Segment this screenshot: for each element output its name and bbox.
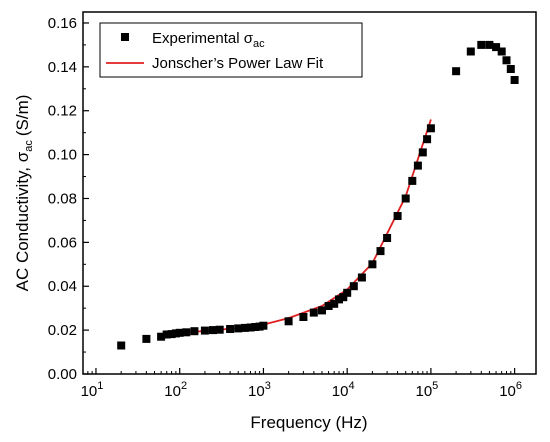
data-point-marker: [485, 40, 494, 49]
fit-line: [161, 119, 432, 336]
data-point-marker: [502, 56, 511, 65]
data-point-marker: [413, 161, 422, 170]
data-point-marker: [497, 47, 506, 56]
data-point-marker: [383, 234, 392, 242]
y-tick-label: 0.02: [48, 322, 77, 339]
data-point-marker: [510, 76, 519, 84]
data-point-marker: [190, 327, 199, 336]
y-tick-label: 0.00: [48, 366, 77, 383]
y-tick-label: 0.14: [48, 59, 77, 76]
data-point-marker: [318, 306, 326, 315]
data-point-marker: [142, 334, 151, 343]
x-tick-label-base: 10: [248, 383, 265, 400]
x-tick-label-exp: 4: [348, 380, 354, 392]
data-point-marker: [234, 324, 243, 333]
legend-label-experimental-sub: ac: [253, 38, 265, 50]
y-tick-label: 0.10: [48, 147, 77, 164]
y-axis-title-main: AC Conductivity, σ: [13, 151, 32, 291]
legend-label-experimental: Experimental σac: [152, 30, 265, 50]
x-tick-label-exp: 1: [97, 380, 103, 392]
legend: Experimental σac Jonscher’s Power Law Fi…: [99, 22, 363, 78]
data-point-marker: [393, 212, 402, 220]
x-tick-label-exp: 3: [265, 380, 271, 392]
data-point-marker: [324, 302, 333, 310]
x-axis-ticks: 101 102 103 104 105 106: [81, 368, 522, 400]
data-point-marker: [368, 260, 377, 269]
data-point-marker: [175, 328, 184, 337]
y-tick-label: 0.12: [48, 103, 77, 120]
x-tick-label-exp: 6: [516, 380, 522, 392]
legend-marker-experimental: [121, 33, 129, 41]
x-tick-label: 101: [81, 380, 104, 400]
data-point-marker: [339, 293, 348, 302]
data-point-marker: [343, 288, 352, 297]
data-point-marker: [492, 43, 501, 52]
data-point-marker: [335, 295, 343, 304]
data-point-marker: [259, 321, 268, 330]
data-point-marker: [309, 308, 318, 317]
x-axis-title: Frequency (Hz): [250, 413, 367, 432]
data-point-marker: [357, 273, 366, 282]
data-point-marker: [226, 325, 235, 333]
y-axis-ticks: 0.00 0.02 0.04 0.06 0.08 0.10 0.12 0.14 0.16: [48, 15, 89, 383]
data-point-marker: [157, 332, 166, 341]
data-point-marker: [477, 40, 486, 49]
data-point-marker: [299, 313, 308, 321]
data-point-marker: [426, 124, 435, 133]
y-axis-title: AC Conductivity, σac (S/m): [13, 95, 35, 292]
data-point-marker: [466, 47, 475, 56]
data-point-marker: [182, 328, 191, 337]
y-axis-title-unit: (S/m): [13, 95, 32, 137]
legend-frame: [99, 22, 363, 78]
x-tick-label-exp: 2: [181, 380, 187, 392]
x-tick-label-base: 10: [499, 383, 516, 400]
data-point-marker: [349, 282, 358, 291]
data-point-marker: [401, 194, 410, 203]
data-point-marker: [240, 323, 249, 332]
data-point-marker: [418, 148, 427, 157]
x-tick-label-base: 10: [332, 383, 349, 400]
data-point-marker: [200, 326, 209, 335]
x-tick-label-base: 10: [164, 383, 181, 400]
x-tick-label-base: 10: [415, 383, 432, 400]
legend-label-experimental-main: Experimental σ: [152, 30, 254, 47]
plot-frame: [82, 11, 537, 375]
marker-layer: [117, 40, 519, 350]
x-tick-label: 106: [499, 380, 522, 400]
y-tick-label: 0.08: [48, 190, 77, 207]
x-tick-label: 105: [415, 380, 438, 400]
data-point-marker: [452, 67, 461, 76]
data-point-marker: [330, 299, 339, 308]
y-axis-title-sub: ac: [23, 140, 35, 152]
x-tick-label: 102: [164, 380, 187, 400]
legend-label-fit: Jonscher’s Power Law Fit: [152, 55, 324, 72]
data-point-marker: [408, 176, 417, 185]
data-point-marker: [376, 247, 385, 256]
data-point-marker: [423, 135, 432, 144]
fit-line-layer: [161, 119, 432, 336]
data-point-marker: [251, 323, 260, 331]
data-point-marker: [117, 341, 126, 350]
y-tick-label: 0.06: [48, 234, 77, 251]
x-tick-label-base: 10: [81, 383, 98, 400]
data-point-marker: [506, 65, 515, 73]
data-point-marker: [246, 323, 255, 332]
data-point-marker: [162, 330, 171, 339]
data-point-marker: [215, 325, 224, 334]
x-tick-label: 104: [332, 380, 355, 400]
data-point-marker: [284, 317, 293, 326]
x-tick-label-exp: 5: [432, 380, 438, 392]
x-tick-label: 103: [248, 380, 271, 400]
plot-area: 0.000.020.040.060.080.100.120.140.16 101…: [48, 11, 537, 400]
y-tick-label: 0.04: [48, 278, 77, 295]
data-point-marker: [167, 330, 176, 339]
data-point-marker: [209, 326, 217, 335]
y-tick-label: 0.16: [48, 15, 77, 32]
